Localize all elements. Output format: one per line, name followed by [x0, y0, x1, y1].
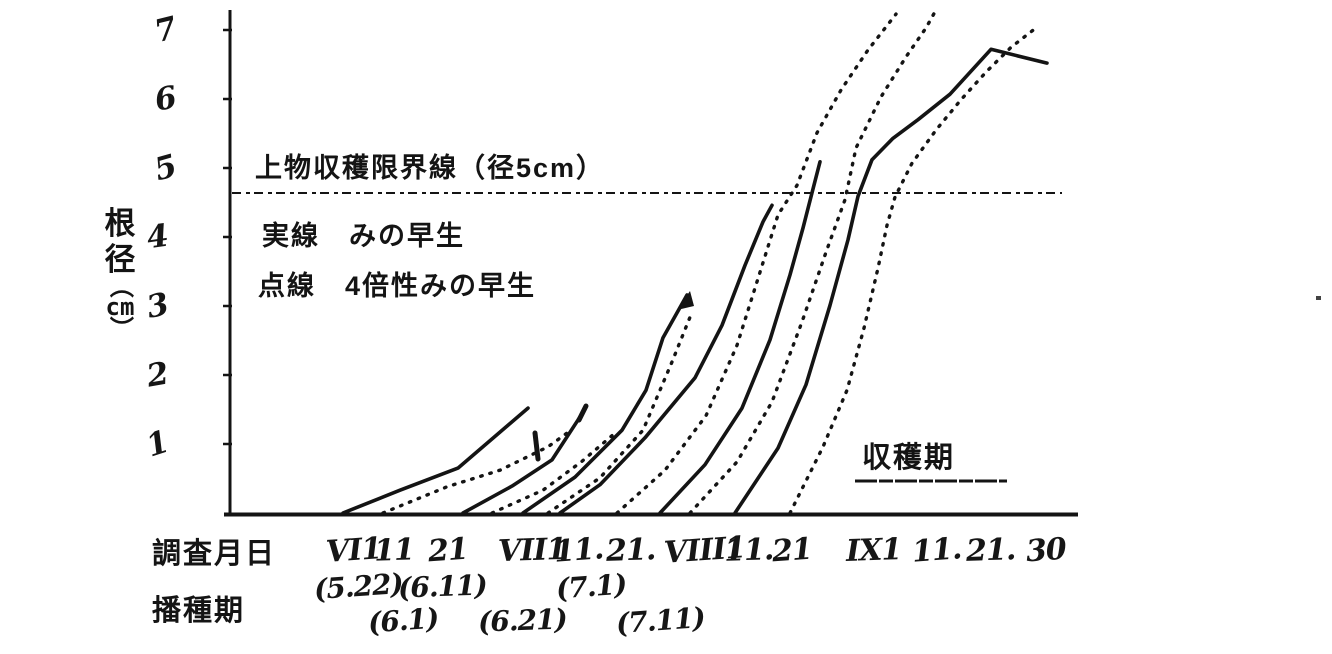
survey-date-value: 30 [1024, 531, 1067, 570]
survey-date-value: 11. [552, 531, 605, 570]
y-axis-label: 根 径 （ cm ） [96, 206, 144, 340]
survey-date-value: 21. [965, 532, 1016, 569]
sowing-period-label: 播種期 [152, 595, 246, 627]
y-axis-label-char: 根 [104, 206, 136, 241]
series-s4-solid [558, 203, 774, 515]
survey-date-value: 21. [605, 532, 656, 569]
y-axis-label-paren-open: （ [107, 274, 134, 298]
series-s1-solid [341, 406, 530, 515]
series-s5-solid [658, 160, 822, 515]
series-s3-solid [521, 293, 689, 515]
sowing-date-value: (6.11) [397, 568, 488, 605]
survey-date-value: IX1 [845, 532, 902, 569]
sowing-date-value: (7.1) [554, 567, 628, 606]
series-d5-dotted [688, 8, 938, 515]
series-d1-dotted [381, 429, 572, 515]
legend-dotted-label: 点線 4倍性みの早生 [258, 271, 537, 301]
y-axis-label-unit: cm [105, 293, 135, 321]
harvest-limit-line-label: 上物収穫限界線（径5cm） [255, 153, 606, 183]
survey-date-value: 11 [373, 532, 415, 569]
sowing-date-value: (7.11) [614, 600, 706, 641]
x-axis-label-survey-date: 調査月日 [152, 538, 277, 570]
series-d2-dotted [490, 434, 614, 515]
series-d4-dotted [615, 12, 898, 515]
harvest-period-label: 収穫期 [862, 442, 956, 474]
survey-date-value: 11. [723, 532, 774, 569]
sowing-date-value: (6.1) [366, 601, 440, 640]
series-d6-dotted [788, 26, 1038, 515]
survey-date-value: 21 [426, 531, 469, 570]
y-axis-label-char: 径 [104, 242, 136, 277]
stray-mark [532, 430, 541, 462]
series-s3-arrowhead [677, 290, 694, 310]
legend-solid-label: 実線 みの早生 [262, 221, 465, 251]
survey-date-value: 11. [910, 531, 963, 570]
series-d3-dotted [546, 310, 694, 515]
survey-date-value: 21 [770, 531, 813, 570]
sowing-date-value: (6.21) [477, 602, 568, 639]
stray-mark [576, 403, 589, 423]
y-axis-label-paren-close: ） [107, 316, 134, 340]
series-s2-solid [461, 410, 585, 515]
sowing-date-value: (5.22) [312, 566, 404, 607]
scan-speck [1316, 296, 1321, 300]
series-s6-solid [733, 47, 1049, 515]
